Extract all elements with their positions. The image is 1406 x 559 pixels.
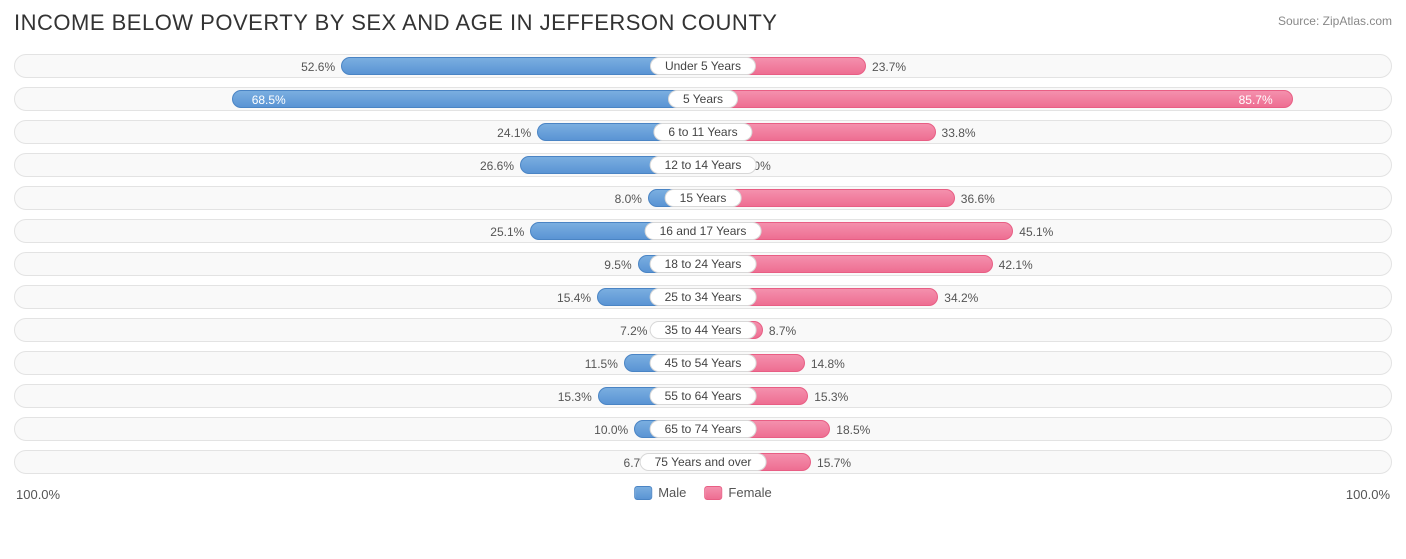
male-value-label: 26.6% [480,154,514,178]
female-value-label: 15.7% [817,451,851,475]
chart-row: 68.5% 85.7% 5 Years [14,87,1392,111]
category-label: 65 to 74 Years [650,420,757,438]
axis-label-left: 100.0% [16,487,60,502]
male-value-label: 52.6% [301,55,335,79]
female-value-label: 34.2% [944,286,978,310]
legend: Male Female [634,485,772,500]
category-label: 18 to 24 Years [650,255,757,273]
female-value-label: 42.1% [999,253,1033,277]
male-value-label: 7.2% [620,319,647,343]
chart-row: 10.0% 18.5% 65 to 74 Years [14,417,1392,441]
male-value-label: 10.0% [594,418,628,442]
chart-row: 15.3% 15.3% 55 to 64 Years [14,384,1392,408]
chart-row: 24.1% 33.8% 6 to 11 Years [14,120,1392,144]
chart-header: INCOME BELOW POVERTY BY SEX AND AGE IN J… [14,10,1392,36]
chart-row: 52.6% 23.7% Under 5 Years [14,54,1392,78]
legend-male-label: Male [658,485,686,500]
female-value-label: 45.1% [1019,220,1053,244]
male-swatch-icon [634,486,652,500]
chart-row: 26.6%5.0%12 to 14 Years [14,153,1392,177]
category-label: 35 to 44 Years [650,321,757,339]
chart-area: 52.6% 23.7% Under 5 Years 68.5% 85.7% 5 Years… [14,54,1392,474]
category-label: 12 to 14 Years [650,156,757,174]
female-value-label: 14.8% [811,352,845,376]
male-value-label: 68.5% [252,88,286,112]
category-label: 15 Years [665,189,742,207]
legend-female-label: Female [728,485,771,500]
axis-label-right: 100.0% [1346,487,1390,502]
female-swatch-icon [704,486,722,500]
legend-item-male: Male [634,485,686,500]
male-value-label: 11.5% [585,352,618,376]
chart-row: 8.0% 36.6% 15 Years [14,186,1392,210]
female-bar [703,90,1293,108]
male-value-label: 15.3% [558,385,592,409]
male-bar [341,57,703,75]
female-value-label: 85.7% [1239,88,1273,112]
category-label: 16 and 17 Years [645,222,762,240]
chart-footer: 100.0% Male Female 100.0% [14,483,1392,513]
male-value-label: 15.4% [557,286,591,310]
chart-source: Source: ZipAtlas.com [1278,14,1392,28]
male-value-label: 25.1% [490,220,524,244]
category-label: Under 5 Years [650,57,756,75]
female-value-label: 36.6% [961,187,995,211]
female-value-label: 18.5% [836,418,870,442]
male-value-label: 24.1% [497,121,531,145]
female-value-label: 23.7% [872,55,906,79]
chart-row: 15.4% 34.2% 25 to 34 Years [14,285,1392,309]
female-value-label: 8.7% [769,319,796,343]
category-label: 75 Years and over [640,453,767,471]
chart-row: 6.7%15.7%75 Years and over [14,450,1392,474]
chart-row: 25.1% 45.1% 16 and 17 Years [14,219,1392,243]
chart-row: 11.5% 14.8% 45 to 54 Years [14,351,1392,375]
category-label: 55 to 64 Years [650,387,757,405]
category-label: 5 Years [668,90,738,108]
chart-row: 7.2% 8.7% 35 to 44 Years [14,318,1392,342]
chart-row: 9.5% 42.1% 18 to 24 Years [14,252,1392,276]
male-bar [232,90,703,108]
female-value-label: 15.3% [814,385,848,409]
male-value-label: 8.0% [615,187,642,211]
category-label: 6 to 11 Years [653,123,752,141]
chart-title: INCOME BELOW POVERTY BY SEX AND AGE IN J… [14,10,777,36]
category-label: 45 to 54 Years [650,354,757,372]
female-value-label: 33.8% [942,121,976,145]
legend-item-female: Female [704,485,771,500]
male-value-label: 9.5% [604,253,631,277]
category-label: 25 to 34 Years [650,288,757,306]
